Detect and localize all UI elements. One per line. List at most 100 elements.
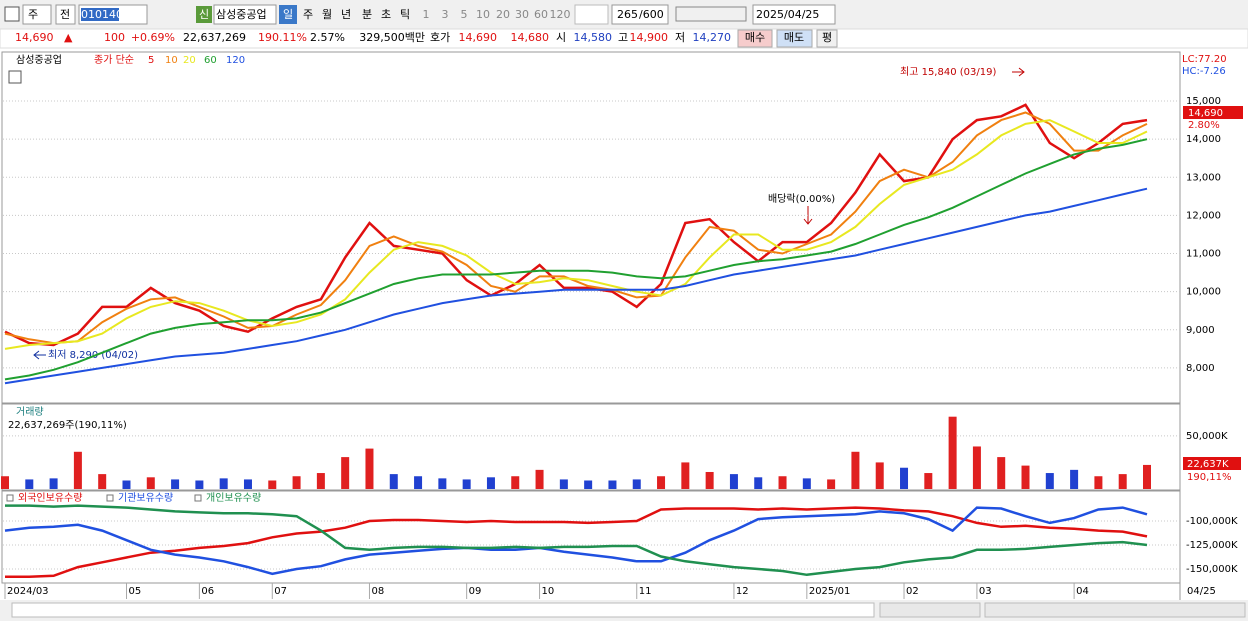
volume-bar — [705, 471, 714, 489]
volume-bar — [827, 479, 836, 489]
volume-bar — [316, 473, 325, 489]
x-tick-label: 11 — [639, 586, 652, 597]
x-tick-label: 12 — [736, 586, 749, 597]
period-button[interactable]: 년 — [341, 8, 351, 21]
quote-bar — [0, 28, 1248, 49]
x-tick-label: 03 — [979, 586, 992, 597]
sell: 매도 — [784, 31, 804, 44]
ask: 14,690 — [459, 31, 498, 44]
selection — [81, 8, 119, 21]
volume-bar — [632, 479, 641, 489]
name-box — [213, 4, 277, 25]
last-price: 14,690 — [1188, 108, 1223, 119]
volume-bar — [535, 469, 544, 489]
volume-bar — [389, 474, 398, 489]
count: 265 — [617, 8, 638, 21]
interval-button[interactable]: 10 — [476, 8, 490, 21]
x-tick-label: 09 — [469, 586, 482, 597]
table-icon[interactable] — [8, 70, 22, 84]
legend-entry: 20 — [183, 55, 196, 66]
legend-entry: 외국인보유수량 — [18, 492, 82, 504]
series-line — [5, 504, 1148, 577]
change: 100 — [104, 31, 125, 44]
avg: 평 — [822, 31, 832, 44]
playback-controls[interactable] — [879, 602, 981, 618]
period-button[interactable]: 틱 — [400, 8, 410, 21]
interval-button[interactable]: 1 — [423, 8, 430, 21]
credit: 신 — [199, 8, 209, 21]
volume-subtitle: 22,637,269주(190,11%) — [8, 420, 127, 431]
count-box[interactable] — [611, 4, 669, 25]
x-tick-label: 06 — [201, 586, 214, 597]
volume-bar — [98, 474, 107, 489]
volume-bar — [1070, 469, 1079, 489]
menu-icon[interactable] — [4, 6, 20, 22]
volume-bar — [195, 480, 204, 489]
code: 010140 — [81, 8, 123, 21]
interval-button[interactable]: 5 — [461, 8, 468, 21]
legend-entry: 120 — [226, 55, 245, 66]
period-button[interactable]: 주 — [303, 8, 313, 21]
high-note: 최고 15,840 (03/19) — [900, 66, 996, 78]
series-line — [4, 187, 1148, 385]
x-end-label: 04/25 — [1187, 586, 1216, 597]
amount: 329,500백만 — [359, 31, 425, 44]
period-button[interactable]: 분 — [362, 8, 372, 21]
open: 14,580 — [574, 31, 613, 44]
volume-bar — [1, 476, 9, 489]
volume-bar — [584, 480, 593, 489]
volume-bar — [462, 479, 471, 489]
last-pct: 2.80% — [1188, 120, 1220, 131]
period-button[interactable]: 월 — [322, 8, 332, 21]
volume-bar — [243, 479, 252, 489]
zoom-controls[interactable] — [984, 602, 1246, 618]
y-tick-label: 9,000 — [1186, 325, 1215, 336]
legend-entry: 기관보유수량 — [118, 492, 173, 504]
legend-entry: 10 — [165, 55, 178, 66]
volume: 22,637,269 — [183, 31, 246, 44]
high: 14,900 — [630, 31, 669, 44]
interval-button[interactable]: 20 — [496, 8, 510, 21]
interval-button[interactable]: 30 — [515, 8, 529, 21]
volume-bar — [754, 477, 763, 489]
y-tick-label: -125,000K — [1186, 540, 1238, 551]
lc: LC:77.20 — [1182, 54, 1227, 65]
market-combo[interactable] — [22, 4, 52, 25]
high-arrow — [1012, 67, 1025, 77]
series-line — [4, 119, 1148, 350]
interval-button[interactable]: 3 — [442, 8, 449, 21]
volume-bar — [414, 476, 423, 489]
y-tick-label: 12,000 — [1186, 210, 1221, 221]
count-max: /600 — [639, 8, 664, 21]
tool-icons[interactable] — [675, 6, 747, 22]
hc: HC:-7.26 — [1182, 66, 1226, 77]
period-combo[interactable] — [574, 4, 609, 25]
sell-button[interactable] — [776, 29, 813, 48]
volume-last-pct: 190,11% — [1187, 472, 1232, 483]
volume-bar — [292, 476, 301, 489]
volume-bar — [900, 467, 909, 489]
interval-button[interactable]: 120 — [550, 8, 571, 21]
period-button[interactable]: 초 — [381, 8, 391, 21]
period-button[interactable]: 일 — [283, 7, 293, 21]
prev-button[interactable] — [55, 4, 76, 25]
volume-bar — [438, 478, 447, 489]
volume-bar — [802, 478, 811, 489]
x-tick-label: 05 — [128, 586, 141, 597]
avg-button[interactable] — [816, 29, 838, 48]
series-line — [4, 103, 1148, 347]
y-tick-label: -100,000K — [1186, 516, 1238, 527]
volume-bar — [559, 479, 568, 489]
buy-button[interactable] — [737, 29, 773, 48]
scrollbar[interactable] — [11, 602, 875, 618]
volume-bar — [268, 480, 277, 489]
volume-bar — [1045, 473, 1054, 489]
legend-swatch — [6, 494, 14, 502]
series-line — [4, 506, 1148, 576]
interval-button[interactable]: 60 — [534, 8, 548, 21]
date-box[interactable] — [752, 4, 836, 25]
volume-pct: 190.11% — [258, 31, 307, 44]
volume-bar — [657, 476, 666, 489]
stock-name: 삼성중공업 — [216, 8, 267, 21]
